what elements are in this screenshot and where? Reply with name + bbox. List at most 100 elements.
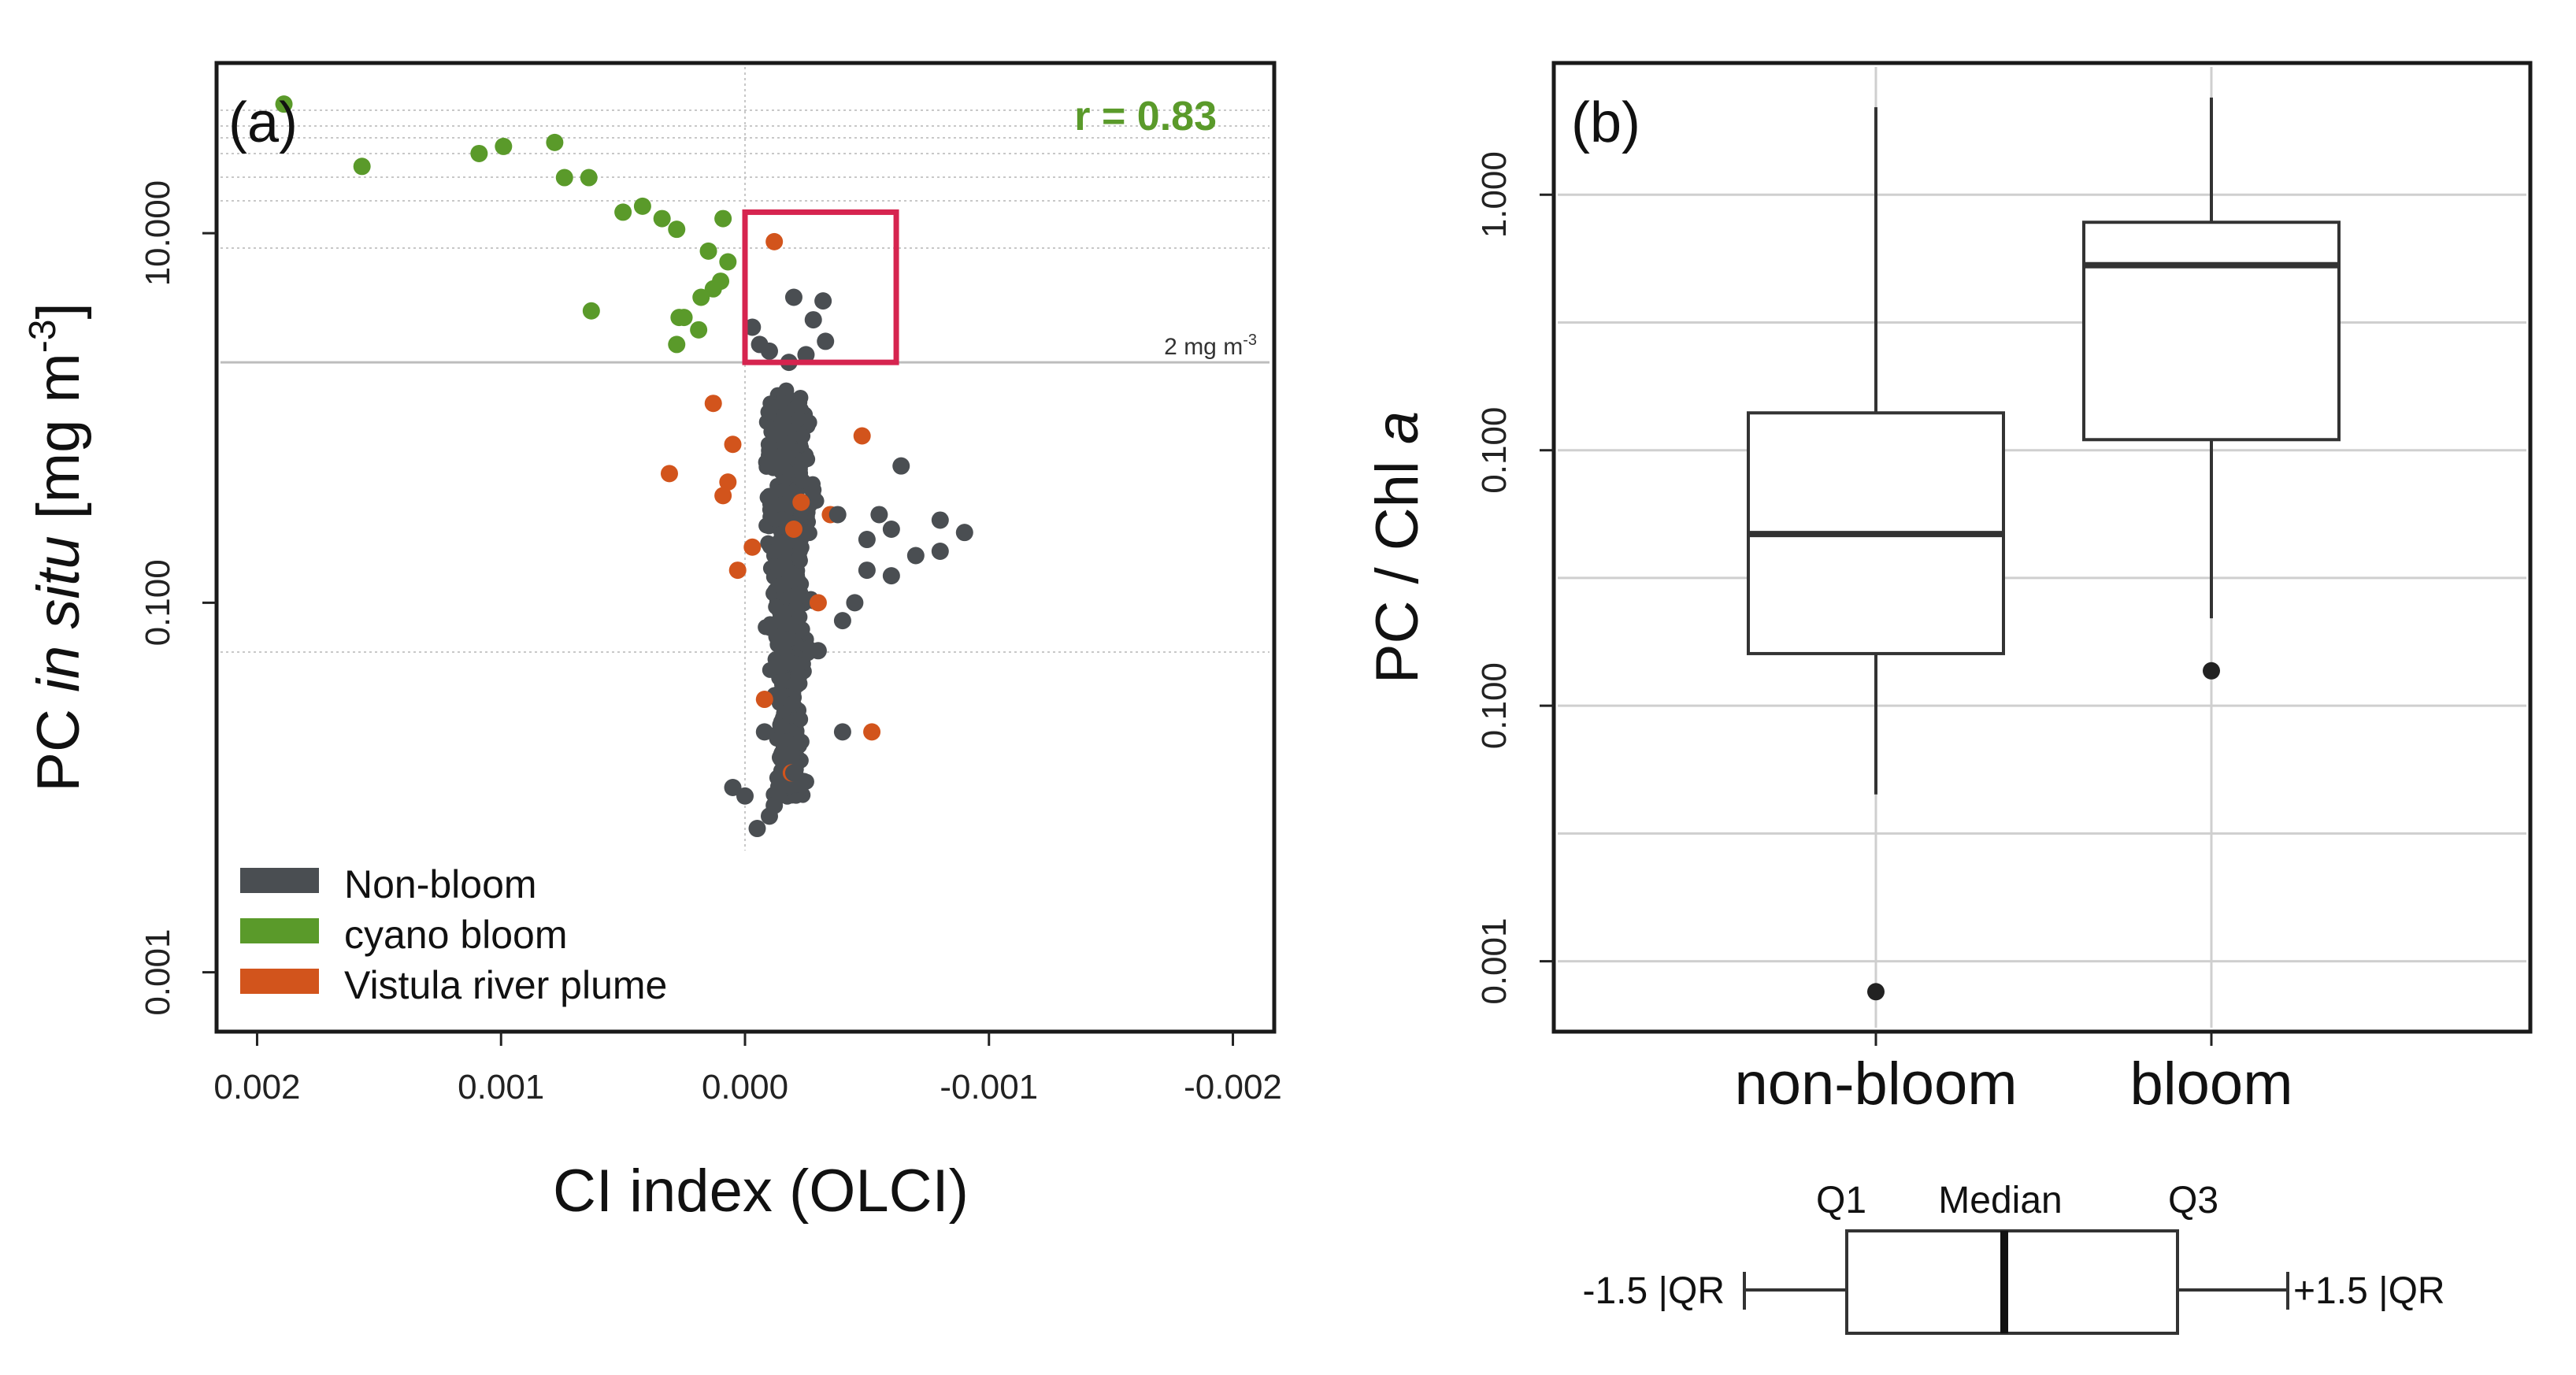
scatter-point-vistula (784, 521, 802, 539)
key-high: +1.5 |QR (2293, 1270, 2445, 1312)
scatter-point-cyano (582, 302, 600, 320)
scatter-point-nonbloom (846, 594, 864, 612)
scatter-point-cyano (670, 309, 688, 327)
scatter-point-nonbloom-cluster (761, 487, 777, 504)
boxplots (1747, 97, 2341, 1001)
panel-a-y-label: PC in situ [mg m-3] (22, 302, 92, 791)
scatter-point-nonbloom (790, 667, 808, 685)
scatter-point-cyano (699, 242, 717, 260)
threshold-label-main: 2 mg m (1164, 334, 1243, 360)
key-box (1845, 1229, 2179, 1335)
scatter-point-vistula (660, 465, 678, 483)
panel-b-y-label: PC / Chl a (1364, 411, 1431, 684)
scatter-point-nonbloom (931, 511, 949, 529)
y-tick-label: 0.100 (139, 559, 177, 646)
scatter-point-nonbloom-cluster (776, 410, 792, 427)
scatter-point-cyano (692, 288, 710, 306)
scatter-point-nonbloom-cluster (769, 458, 786, 474)
legend-swatch-nonbloom (240, 868, 319, 893)
scatter-point-nonbloom-cluster (780, 615, 796, 632)
scatter-point-nonbloom-cluster (779, 495, 795, 511)
scatter-point-nonbloom (755, 723, 773, 741)
key-low: -1.5 |QR (1582, 1270, 1725, 1312)
scatter-point-nonbloom (736, 787, 754, 805)
scatter-point-vistula (809, 594, 827, 612)
scatter-point-cyano (495, 137, 513, 155)
legend-label-cyano: cyano bloom (344, 913, 568, 957)
key-median-label: Median (1938, 1180, 2062, 1221)
scatter-point-nonbloom (833, 612, 851, 630)
scatter-point-nonbloom-cluster (780, 435, 796, 451)
scatter-point-cyano (653, 209, 671, 228)
scatter-point-cyano (668, 221, 686, 239)
scatter-point-nonbloom-cluster (781, 778, 798, 795)
panel-a-label: (a) (228, 91, 298, 154)
scatter-point-vistula (728, 561, 747, 580)
scatter-point-nonbloom (858, 561, 876, 580)
threshold-label: 2 mg m-3 (1164, 332, 1257, 360)
legend-label-vistula: Vistula river plume (344, 963, 667, 1007)
b-y-label-text: PC / Chl (1364, 444, 1431, 684)
b-y-tick-label: 1.000 (1475, 151, 1514, 238)
scatter-point-vistula (755, 691, 773, 709)
x-tick-label: -0.001 (940, 1068, 1038, 1106)
b-y-tick-label: 0.100 (1475, 407, 1514, 494)
scatter-point-nonbloom-cluster (780, 631, 796, 647)
scatter-point-nonbloom (833, 723, 851, 741)
x-tick-label: 0.000 (702, 1068, 788, 1106)
scatter-point-nonbloom (828, 506, 847, 524)
scatter-point-nonbloom-cluster (808, 493, 825, 510)
b-y-tick-label: 0.001 (1475, 918, 1514, 1005)
scatter-point-nonbloom (765, 796, 784, 814)
scatter-point-nonbloom (748, 820, 766, 838)
panel-b-label: (b) (1571, 91, 1640, 154)
legend-swatch-cyano (240, 918, 319, 943)
scatter-point-nonbloom (814, 292, 832, 310)
scatter-point-cyano (614, 203, 632, 221)
scatter-points (275, 95, 973, 838)
y-label-prefix: PC (25, 692, 92, 792)
scatter-point-nonbloom-cluster (795, 473, 811, 489)
scatter-point-nonbloom (955, 524, 973, 542)
scatter-point-cyano (633, 197, 651, 215)
scatter-point-nonbloom (882, 567, 900, 585)
scatter-point-vistula (724, 435, 742, 454)
y-tick-label: 10.000 (139, 180, 177, 287)
highlight-box (742, 209, 899, 365)
b-x-tick-label: non-bloom (1734, 1051, 2017, 1117)
scatter-point-cyano (275, 95, 293, 113)
key-q3: Q3 (2168, 1180, 2218, 1221)
scatter-point-vistula (863, 723, 881, 741)
scatter-point-vistula (765, 232, 784, 250)
x-tick-label: -0.002 (1184, 1068, 1282, 1106)
scatter-point-nonbloom-cluster (762, 620, 778, 636)
box-iqr (2082, 221, 2341, 442)
scatter-point-nonbloom (809, 642, 827, 660)
scatter-point-vistula (719, 473, 737, 491)
scatter-point-nonbloom-cluster (801, 524, 817, 541)
scatter-point-nonbloom-cluster (792, 711, 809, 728)
scatter-point-nonbloom (773, 746, 791, 764)
scatter-point-nonbloom-cluster (778, 732, 795, 749)
scatter-point-nonbloom (797, 346, 815, 364)
scatter-point-cyano (470, 144, 488, 162)
scatter-point-nonbloom (870, 506, 888, 524)
scatter-point-nonbloom-cluster (772, 685, 788, 702)
y-label-italic: in situ (25, 536, 92, 692)
key-q1: Q1 (1816, 1180, 1866, 1221)
b-x-tick-label: bloom (2130, 1051, 2293, 1117)
box-key: Q1 Median Q3 -1.5 |QR +1.5 |QR (1582, 1180, 2445, 1335)
scatter-point-nonbloom-cluster (761, 443, 777, 459)
scatter-point-nonbloom (858, 531, 876, 549)
scatter-point-nonbloom-cluster (760, 404, 777, 421)
scatter-point-nonbloom (804, 311, 822, 329)
y-tick-label: 0.001 (139, 929, 177, 1016)
y-label-units: [mg m (25, 353, 92, 536)
b-y-tick-label: 0.100 (1475, 662, 1514, 749)
boxplot-bloom (2082, 97, 2341, 680)
x-tick-label: 0.002 (213, 1068, 300, 1106)
scatter-point-nonbloom-cluster (795, 428, 811, 444)
scatter-point-cyano (555, 169, 573, 187)
